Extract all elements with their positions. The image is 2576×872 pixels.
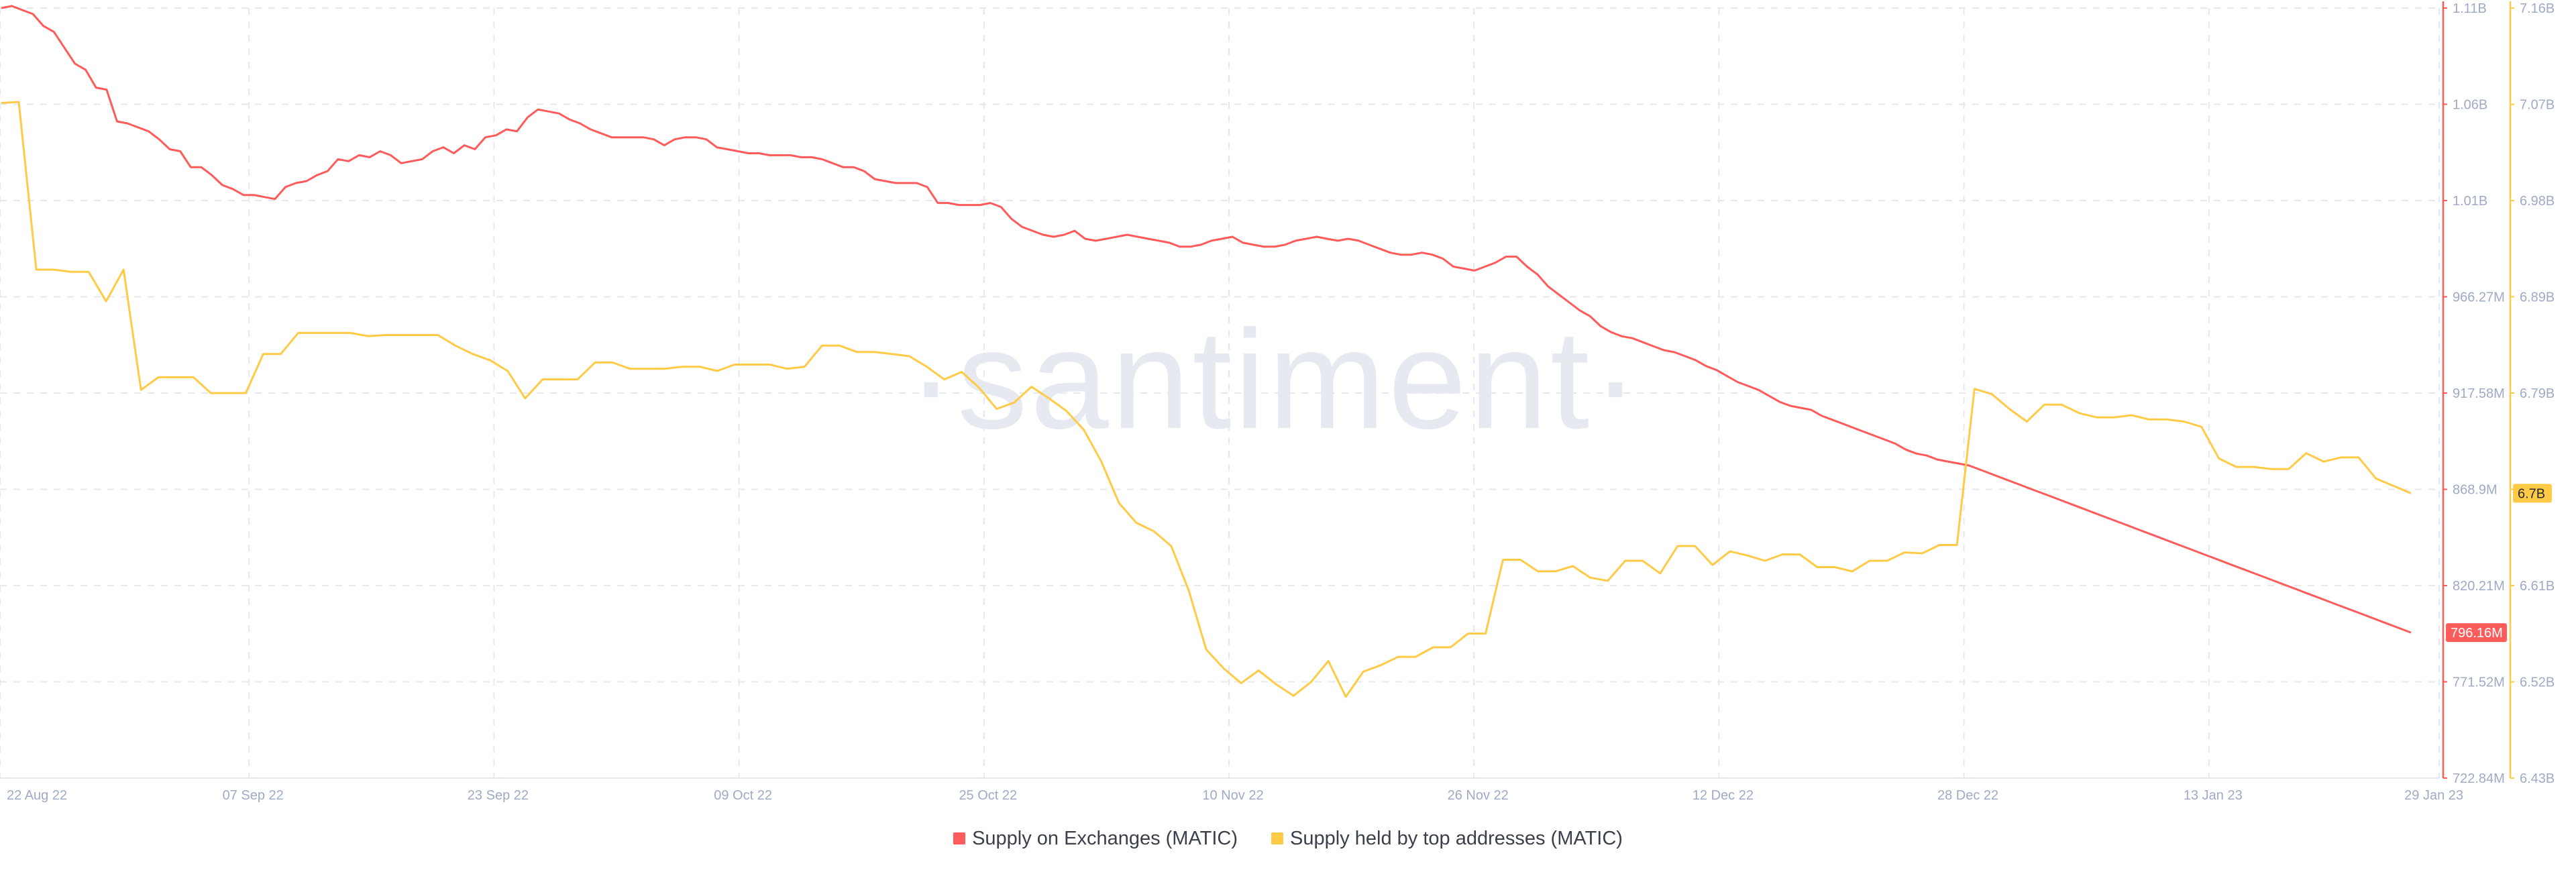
y-tick-label: 7.16B (2520, 1, 2555, 16)
current-value-label-exchanges: 796.16M (2451, 626, 2503, 641)
legend-label-top-addresses: Supply held by top addresses (MATIC) (1290, 827, 1623, 849)
legend-label-exchanges: Supply on Exchanges (MATIC) (972, 827, 1238, 849)
x-tick-label: 26 Nov 22 (1448, 788, 1509, 803)
legend-item-exchanges[interactable]: Supply on Exchanges (MATIC) (953, 828, 1238, 850)
legend-swatch-top-addresses (1271, 832, 1284, 844)
y-tick-label: 820.21M (2453, 579, 2505, 594)
x-tick-label: 28 Dec 22 (1937, 788, 1998, 803)
y-tick-label: 966.27M (2453, 290, 2505, 305)
y-tick-label: 6.98B (2520, 194, 2555, 209)
x-tick-label: 12 Dec 22 (1693, 788, 1754, 803)
legend-item-top-addresses[interactable]: Supply held by top addresses (MATIC) (1271, 828, 1623, 850)
y-tick-label: 6.43B (2520, 771, 2555, 786)
x-tick-label: 10 Nov 22 (1202, 788, 1263, 803)
y-tick-label: 1.01B (2453, 194, 2487, 209)
axes: 22 Aug 22 07 Sep 22 23 Sep 22 09 Oct 22 25 O… (7, 1, 2555, 803)
grid-lines (0, 7, 2440, 779)
y-tick-label: 868.9M (2453, 483, 2498, 498)
legend: Supply on Exchanges (MATIC) Supply held … (0, 826, 2576, 851)
y-tick-label: 771.52M (2453, 675, 2505, 690)
series-line-exchanges (1, 5, 2412, 634)
series-line-top_addresses (1, 101, 2412, 698)
y-tick-label: 917.58M (2453, 386, 2505, 401)
x-tick-label: 07 Sep 22 (223, 788, 284, 803)
x-tick-label: 23 Sep 22 (468, 788, 529, 803)
current-value-label-top_addresses: 6.7B (2518, 486, 2545, 501)
x-tick-label: 13 Jan 23 (2184, 788, 2243, 803)
legend-swatch-exchanges (953, 832, 966, 844)
current-value-badge-exchanges (2446, 623, 2507, 643)
y-tick-label: 1.06B (2453, 98, 2487, 113)
y-tick-label: 722.84M (2453, 771, 2505, 786)
current-value-badge-top_addresses (2513, 484, 2552, 503)
y-tick-label: 6.52B (2520, 675, 2555, 690)
santiment-watermark: ·santiment· (908, 301, 1642, 458)
y-tick-label: 6.89B (2520, 290, 2555, 305)
y-tick-label: 1.11B (2453, 1, 2487, 16)
y-tick-label: 7.07B (2520, 98, 2555, 113)
x-tick-label: 25 Oct 22 (959, 788, 1017, 803)
x-tick-label: 22 Aug 22 (7, 788, 67, 803)
x-tick-label: 29 Jan 23 (2404, 788, 2463, 803)
y-tick-label: 6.79B (2520, 386, 2555, 401)
series-lines (1, 5, 2412, 698)
y-tick-label: 6.61B (2520, 579, 2555, 594)
x-tick-label: 09 Oct 22 (714, 788, 772, 803)
